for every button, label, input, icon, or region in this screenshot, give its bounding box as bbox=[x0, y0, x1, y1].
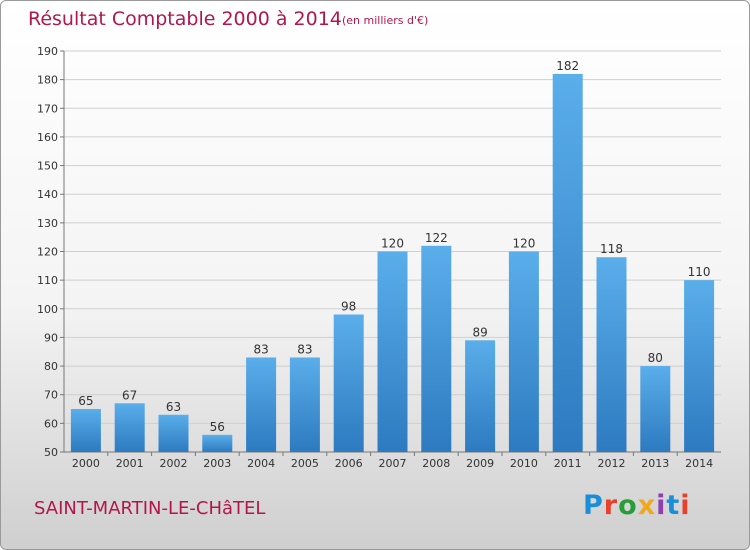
x-tick-label-2006: 2006 bbox=[335, 457, 363, 470]
data-label-2006: 98 bbox=[341, 300, 356, 314]
bar-2006 bbox=[333, 314, 364, 452]
y-tick-label: 180 bbox=[37, 74, 58, 87]
data-label-2013: 80 bbox=[648, 351, 663, 365]
x-tick-label-2011: 2011 bbox=[554, 457, 582, 470]
bars bbox=[70, 73, 715, 453]
x-tick-label-2007: 2007 bbox=[379, 457, 407, 470]
y-tick-label: 190 bbox=[37, 45, 58, 58]
bar-2008 bbox=[421, 245, 452, 452]
data-label-2000: 65 bbox=[78, 394, 93, 408]
brand-letter: x bbox=[637, 490, 657, 521]
x-tick-label-2001: 2001 bbox=[116, 457, 144, 470]
bar-2014 bbox=[684, 280, 715, 452]
y-tick-label: 140 bbox=[37, 188, 58, 201]
bar-2000 bbox=[70, 409, 101, 452]
data-label-2001: 67 bbox=[122, 388, 137, 402]
brand-letter: i bbox=[680, 490, 691, 521]
x-tick-label-2008: 2008 bbox=[422, 457, 450, 470]
data-label-2012: 118 bbox=[600, 242, 623, 256]
y-tick-label: 80 bbox=[44, 360, 58, 373]
data-label-2009: 89 bbox=[472, 325, 487, 339]
chart-title: Résultat Comptable 2000 à 2014 bbox=[28, 8, 342, 30]
bar-2003 bbox=[202, 434, 233, 452]
x-tick-label-2010: 2010 bbox=[510, 457, 538, 470]
y-tick-label: 150 bbox=[37, 160, 58, 173]
data-label-2003: 56 bbox=[210, 420, 225, 434]
commune-name: SAINT-MARTIN-LE-CHâTEL bbox=[34, 498, 266, 519]
x-tick-label-2012: 2012 bbox=[598, 457, 626, 470]
data-label-2002: 63 bbox=[166, 400, 181, 414]
x-tick-label-2009: 2009 bbox=[466, 457, 494, 470]
data-labels: 65 67 63 56 83 83 98 120 122 89 120 182 118 80 110 bbox=[78, 59, 710, 434]
bar-2013 bbox=[640, 366, 671, 452]
data-label-2004: 83 bbox=[253, 342, 268, 356]
x-tick-label-2002: 2002 bbox=[160, 457, 188, 470]
x-tick-label-2003: 2003 bbox=[203, 457, 231, 470]
bar-2009 bbox=[465, 340, 496, 452]
brand-letter: r bbox=[603, 490, 619, 521]
x-tick-label-2014: 2014 bbox=[685, 457, 713, 470]
chart-subtitle: (en milliers d'€) bbox=[342, 14, 429, 27]
bar-2010 bbox=[508, 251, 539, 452]
y-tick-label: 120 bbox=[37, 246, 58, 259]
brand-letter: P bbox=[583, 490, 604, 521]
y-tick-label: 160 bbox=[37, 131, 58, 144]
data-label-2010: 120 bbox=[512, 237, 535, 251]
x-tick-label-2000: 2000 bbox=[72, 457, 100, 470]
data-label-2005: 83 bbox=[297, 342, 312, 356]
brand-letter: o bbox=[618, 490, 638, 521]
bar-2002 bbox=[158, 414, 189, 452]
bar-2011 bbox=[552, 73, 583, 453]
bar-2012 bbox=[596, 257, 627, 452]
brand-logo: Proxiti bbox=[583, 490, 691, 521]
y-tick-label: 70 bbox=[44, 389, 58, 402]
x-tick-label-2004: 2004 bbox=[247, 457, 275, 470]
y-tick-label: 60 bbox=[44, 417, 58, 430]
y-tick-label: 170 bbox=[37, 102, 58, 115]
data-label-2008: 122 bbox=[425, 231, 448, 245]
bar-2007 bbox=[377, 251, 408, 452]
y-tick-label: 110 bbox=[37, 274, 58, 287]
y-tick-label: 50 bbox=[44, 446, 58, 459]
x-tick-label-2005: 2005 bbox=[291, 457, 319, 470]
x-tick-label-2013: 2013 bbox=[641, 457, 669, 470]
bar-2004 bbox=[246, 357, 277, 452]
y-tick-label: 90 bbox=[44, 331, 58, 344]
data-label-2011: 182 bbox=[556, 59, 579, 73]
bar-2005 bbox=[289, 357, 320, 452]
y-tick-label: 100 bbox=[37, 303, 58, 316]
y-tick-labels: 50 60 70 80 90 100 110 120 130 140 150 160 170 180 190 bbox=[37, 45, 58, 459]
y-tick-label: 130 bbox=[37, 217, 58, 230]
bar-2001 bbox=[114, 403, 145, 452]
brand-letter: t bbox=[666, 490, 681, 521]
data-label-2014: 110 bbox=[688, 265, 711, 279]
data-label-2007: 120 bbox=[381, 237, 404, 251]
brand-letter: i bbox=[656, 490, 667, 521]
x-tick-labels: 2000 2001 2002 2003 2004 2005 2006 2007 2008 2009… bbox=[72, 457, 713, 470]
